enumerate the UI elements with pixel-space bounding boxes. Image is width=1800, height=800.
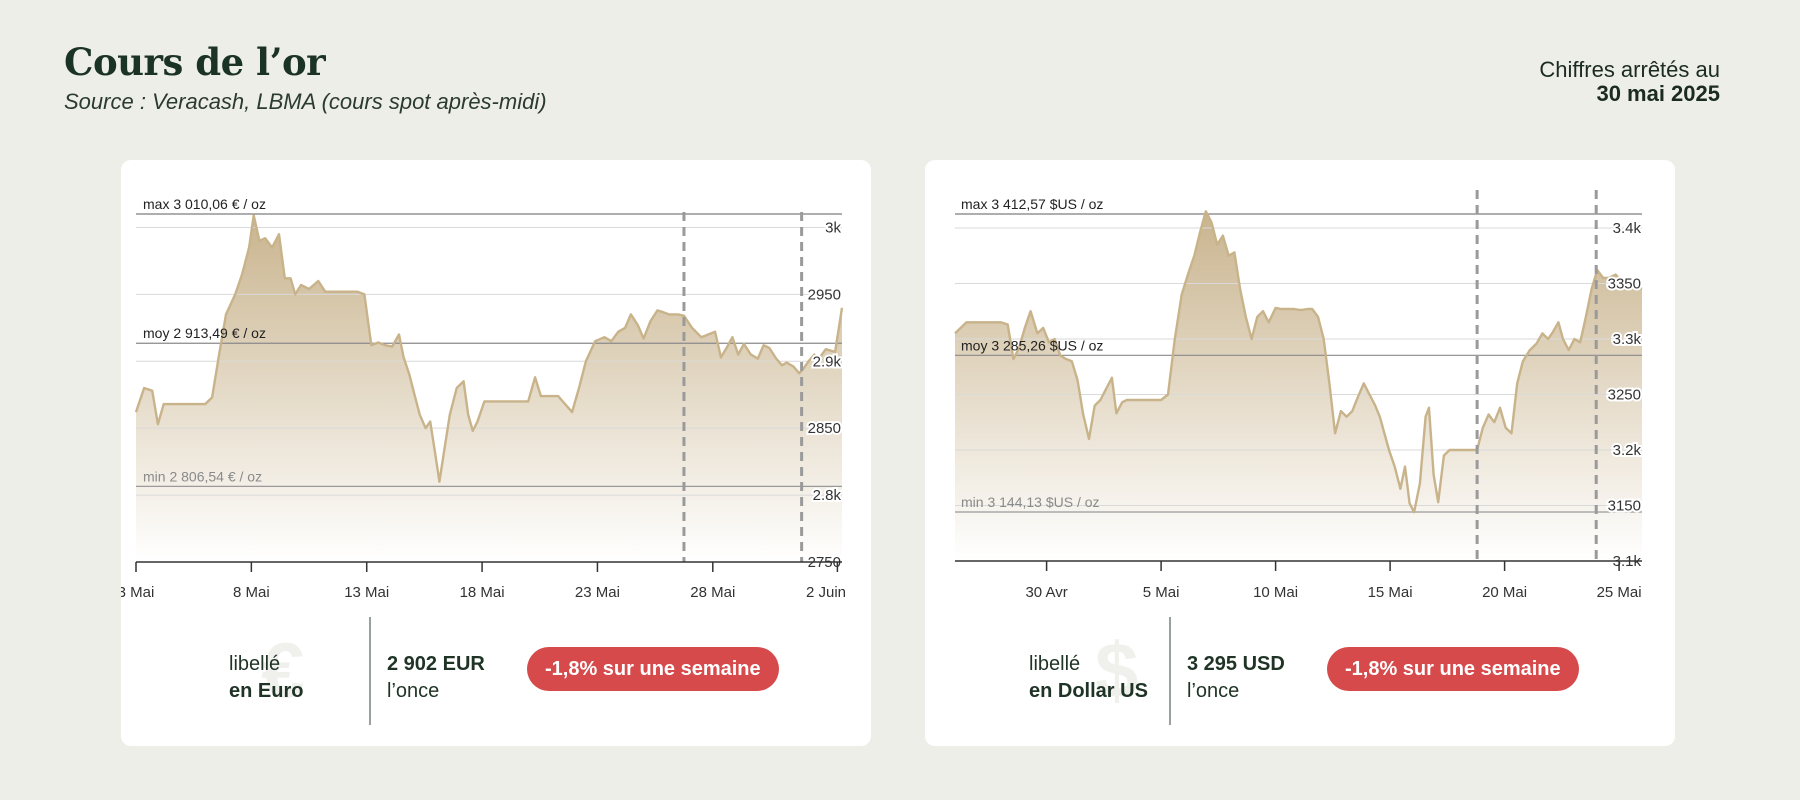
y-tick-label: 2.9k <box>813 353 842 370</box>
y-tick-label: 3150 <box>1608 497 1641 514</box>
price-block: 2 902 EUR l’once <box>387 651 485 705</box>
x-tick-label: 5 Mai <box>1143 584 1180 601</box>
x-tick-label: 23 Mai <box>575 584 620 601</box>
y-tick-label: 2950 <box>808 286 841 303</box>
currency-label: libellé en Euro <box>229 651 303 705</box>
avg-label: moy 3 285,26 $US / oz <box>961 337 1103 353</box>
price-unit: l’once <box>387 680 440 702</box>
chart-card-dollar: max 3 412,57 $US / oz moy 3 285,26 $US / … <box>925 160 1675 746</box>
x-tick-label: 25 Mai <box>1597 584 1642 601</box>
price-line <box>134 214 844 483</box>
y-tick-label: 3k <box>825 219 841 236</box>
price-line <box>954 210 1643 514</box>
change-badge: -1,8% sur une semaine <box>1327 647 1579 691</box>
currency-label-top: libellé <box>229 653 281 675</box>
y-tick-label: 3.3k <box>1613 331 1642 348</box>
y-tick-label: 2850 <box>808 420 841 437</box>
change-badge: -1,8% sur une semaine <box>527 647 779 691</box>
chart-card-euro: max 3 010,06 € / oz moy 2 913,49 € / oz mi… <box>121 160 871 746</box>
price-area <box>955 211 1642 562</box>
chart-dollar: max 3 412,57 $US / oz moy 3 285,26 $US / … <box>954 190 1643 601</box>
price-block: 3 295 USD l’once <box>1187 651 1285 705</box>
x-tick-label: 30 Avr <box>1025 584 1067 601</box>
max-label: max 3 010,06 € / oz <box>143 196 266 212</box>
max-label: max 3 412,57 $US / oz <box>961 196 1103 212</box>
y-tick-label: 3.4k <box>1613 220 1642 237</box>
price-value: 3 295 USD <box>1187 653 1285 675</box>
divider <box>1169 617 1171 725</box>
divider <box>369 617 371 725</box>
euro-watermark-icon: € <box>261 626 305 714</box>
x-tick-label: 20 Mai <box>1482 584 1527 601</box>
min-label: min 2 806,54 € / oz <box>143 468 262 484</box>
x-tick-label: 3 Mai <box>121 584 154 601</box>
card-footer-euro: € libellé en Euro 2 902 EUR l’once -1,8%… <box>121 615 871 731</box>
currency-label-bottom: en Euro <box>229 680 304 702</box>
y-tick-label: 2.8k <box>813 487 842 504</box>
x-tick-label: 13 Mai <box>344 584 389 601</box>
x-tick-label: 2 Juin <box>806 584 846 601</box>
price-unit: l’once <box>1187 680 1240 702</box>
x-tick-label: 8 Mai <box>233 584 270 601</box>
price-value: 2 902 EUR <box>387 653 485 675</box>
x-tick-label: 15 Mai <box>1368 584 1413 601</box>
chart-euro: max 3 010,06 € / oz moy 2 913,49 € / oz mi… <box>121 196 846 601</box>
date-label: Chiffres arrêtés au <box>1539 57 1720 82</box>
y-tick-label: 3.2k <box>1613 442 1642 459</box>
x-tick-label: 28 Mai <box>690 584 735 601</box>
dollar-watermark-icon: $ <box>1095 626 1139 714</box>
page-subtitle: Source : Veracash, LBMA (cours spot aprè… <box>64 89 547 114</box>
currency-label-bottom: en Dollar US <box>1029 680 1148 702</box>
avg-label: moy 2 913,49 € / oz <box>143 325 266 341</box>
card-footer-dollar: $ libellé en Dollar US 3 295 USD l’once … <box>925 615 1675 731</box>
date-value: 30 mai 2025 <box>1596 81 1720 106</box>
date-block: Chiffres arrêtés au 30 mai 2025 <box>1539 58 1720 106</box>
min-label: min 3 144,13 $US / oz <box>961 494 1100 510</box>
y-tick-label: 3350 <box>1608 275 1641 292</box>
currency-label-top: libellé <box>1029 653 1081 675</box>
x-tick-label: 10 Mai <box>1253 584 1298 601</box>
currency-label: libellé en Dollar US <box>1029 651 1148 705</box>
x-tick-label: 18 Mai <box>460 584 505 601</box>
page-title: Cours de l’or <box>64 40 326 84</box>
y-tick-label: 3250 <box>1608 386 1641 403</box>
price-area <box>136 215 842 562</box>
